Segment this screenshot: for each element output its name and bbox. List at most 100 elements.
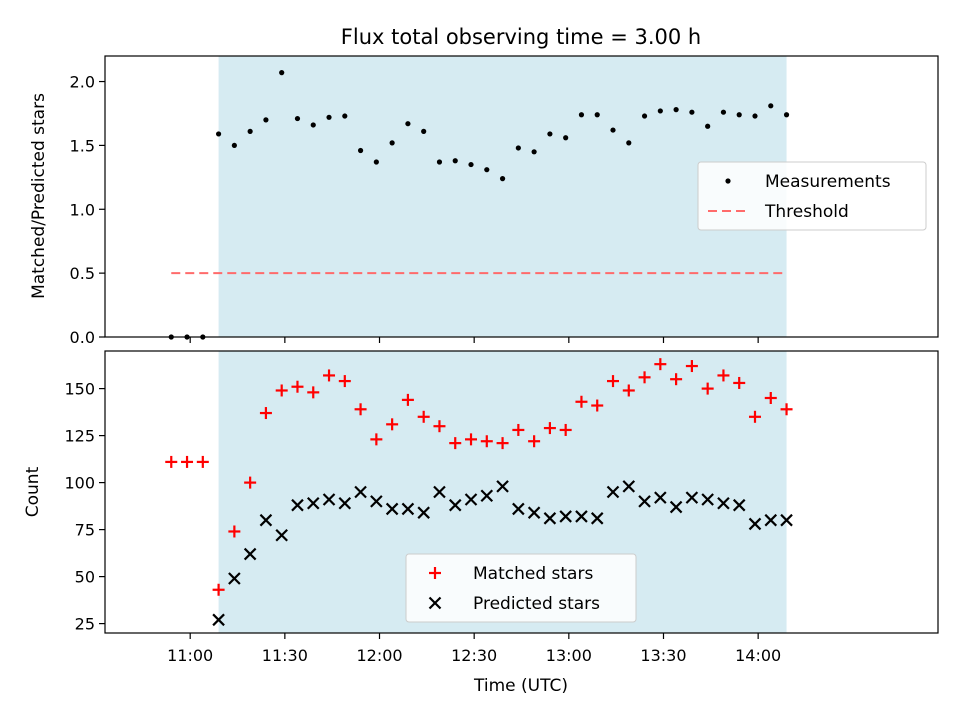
matched-stars-point xyxy=(275,384,288,397)
x-tick-label: 13:00 xyxy=(546,646,592,665)
measurements-point xyxy=(468,161,474,168)
measurements-point xyxy=(231,142,237,149)
matched-stars-point xyxy=(307,386,320,399)
count-legend: Matched stars Predicted stars xyxy=(405,553,637,623)
measurements-point xyxy=(563,135,569,141)
y-tick-label: 0.5 xyxy=(70,264,95,283)
predicted-stars-point xyxy=(575,510,588,523)
predicted-stars-point xyxy=(433,485,446,499)
predicted-stars-point xyxy=(496,480,509,493)
predicted-stars-point xyxy=(306,497,320,510)
matched-stars-point xyxy=(338,375,351,388)
y-tick-label: 75 xyxy=(75,521,95,540)
predicted-stars-point xyxy=(669,500,683,514)
measurements-point xyxy=(531,149,537,155)
measurements-point xyxy=(499,176,506,182)
matched-stars-point xyxy=(670,373,683,386)
matched-stars-point xyxy=(401,393,414,406)
y-tick-label: 25 xyxy=(75,615,95,634)
predicted-stars-point xyxy=(559,510,572,523)
measurements-point xyxy=(373,159,379,165)
measurements-point xyxy=(515,145,521,151)
ratio-y-ticks: 0.0 0.5 1.0 1.5 2.0 xyxy=(70,73,105,347)
matched-stars-point xyxy=(638,371,651,384)
y-tick-label: 50 xyxy=(75,568,95,587)
measurements-point xyxy=(720,109,727,115)
predicted-stars-point xyxy=(638,495,651,508)
legend-predicted-marker xyxy=(428,596,442,610)
matched-stars-point xyxy=(591,399,604,412)
predicted-stars-point xyxy=(338,497,352,510)
matched-stars-point xyxy=(733,376,746,389)
measurements-point xyxy=(783,112,790,118)
measurements-point xyxy=(610,127,616,133)
measurements-point xyxy=(547,131,553,137)
matched-stars-point xyxy=(543,422,556,435)
legend-matched-glyph xyxy=(429,567,441,579)
measurements-point xyxy=(641,113,648,119)
predicted-stars-point xyxy=(259,513,273,527)
legend-predicted-glyph xyxy=(428,596,442,610)
ratio-legend-box xyxy=(697,161,927,231)
legend-measurements-marker xyxy=(725,178,731,184)
y-tick-label: 1.5 xyxy=(70,136,95,155)
measurements-point xyxy=(294,115,301,122)
measurements-point xyxy=(357,147,364,154)
measurement-points xyxy=(168,70,790,340)
matched-stars-point xyxy=(181,455,194,468)
x-tick-label: 13:30 xyxy=(640,646,686,665)
x-tick-label: 11:00 xyxy=(167,646,213,665)
y-tick-label: 1.0 xyxy=(70,200,95,219)
ratio-panel-frame xyxy=(104,55,939,338)
measurements-point xyxy=(626,140,632,146)
chart-title: Flux total observing time = 3.00 h xyxy=(341,25,701,49)
matched-stars-point xyxy=(165,455,178,468)
predicted-stars-point xyxy=(448,498,462,512)
x-tick-label: 12:00 xyxy=(356,646,402,665)
y-tick-label: 100 xyxy=(64,474,95,493)
matched-stars-point xyxy=(370,433,383,446)
count-panel-frame xyxy=(104,350,939,634)
predicted-stars-point xyxy=(480,489,494,503)
measurements-point xyxy=(768,103,774,109)
measurements-point xyxy=(342,113,348,119)
predicted-stars-point xyxy=(732,498,746,512)
matched-stars-point xyxy=(449,437,462,450)
matched-stars-point xyxy=(386,418,399,431)
measurements-point xyxy=(673,107,679,113)
matched-stars-point xyxy=(654,358,667,371)
predicted-stars-point xyxy=(228,572,241,585)
measurements-point xyxy=(578,112,585,118)
predicted-stars-point xyxy=(685,491,699,504)
measurements-point xyxy=(594,112,600,118)
x-axis-label: Time (UTC) xyxy=(473,676,568,696)
predicted-stars-point xyxy=(212,613,225,627)
predicted-stars-point xyxy=(590,512,604,525)
measurements-point xyxy=(484,167,490,173)
predicted-stars-point xyxy=(748,517,762,531)
count-points xyxy=(165,358,793,627)
measurements-point xyxy=(421,128,427,134)
matched-stars-point xyxy=(496,437,509,450)
measurements-point xyxy=(436,159,443,165)
predicted-stars-point xyxy=(654,491,667,504)
matched-stars-point xyxy=(417,410,430,423)
measurements-point xyxy=(215,131,222,137)
matched-stars-point xyxy=(480,435,493,448)
matched-stars-point xyxy=(228,525,241,538)
measurements-point xyxy=(326,114,332,120)
ratio-x-ticks xyxy=(189,337,759,343)
matched-stars-point xyxy=(622,384,635,397)
predicted-stars-point xyxy=(780,513,793,527)
count-panel: 25 50 75 100 125 150 11:00 11:30 12:00 12:30 13:0… xyxy=(23,350,939,696)
legend-threshold-label: Threshold xyxy=(764,202,849,222)
measurements-point xyxy=(405,121,411,127)
matched-stars-point xyxy=(354,403,367,416)
predicted-stars-point xyxy=(243,547,257,561)
predicted-stars-point xyxy=(464,493,478,506)
predicted-stars-point xyxy=(764,513,778,527)
matched-stars-point xyxy=(196,455,209,468)
measurements-point xyxy=(705,123,711,129)
matched-stars-point xyxy=(685,360,698,373)
